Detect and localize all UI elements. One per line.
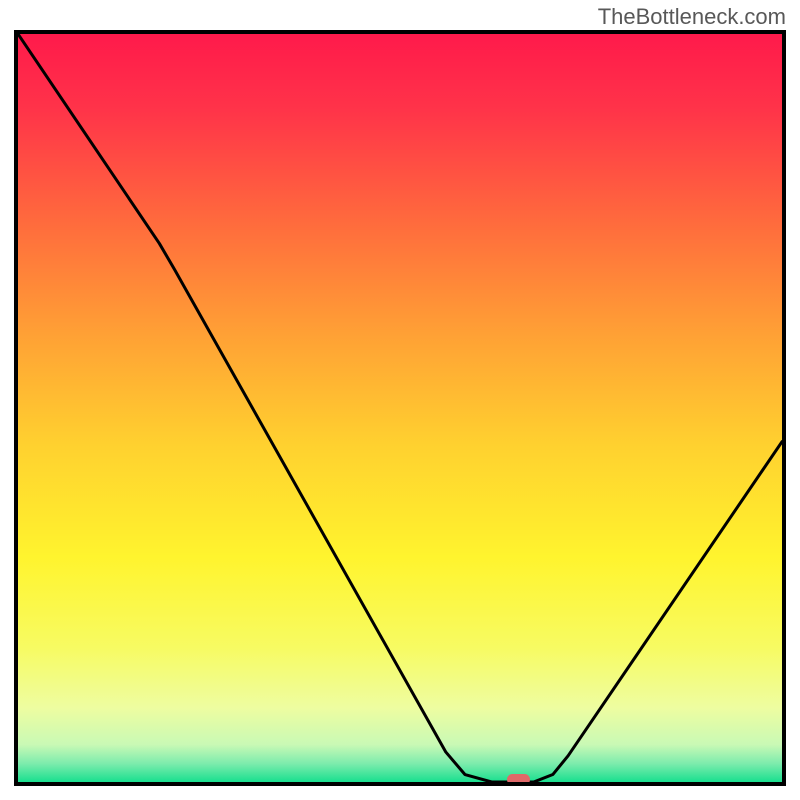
chart-frame [14,30,786,786]
watermark-text: TheBottleneck.com [598,4,786,30]
